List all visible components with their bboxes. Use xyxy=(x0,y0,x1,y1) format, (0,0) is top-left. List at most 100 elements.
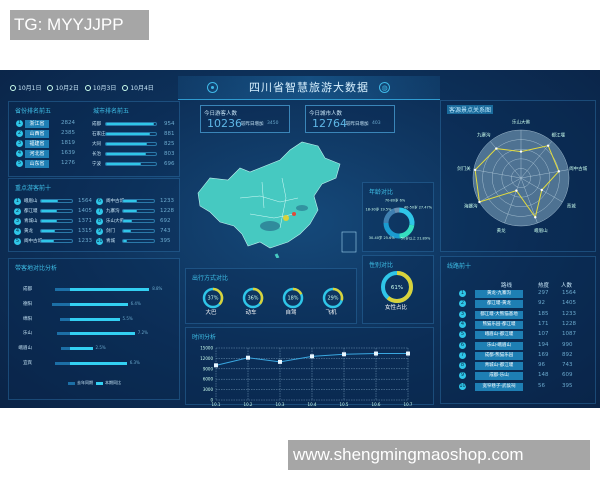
city-bar xyxy=(105,122,157,126)
spot-bar xyxy=(122,199,155,203)
target-icon xyxy=(207,82,218,93)
radar-axis xyxy=(473,169,522,179)
watermark-bottom: www.shengmingmaoshop.com xyxy=(288,440,590,470)
radar-axis xyxy=(479,177,522,203)
city-rank-title: 城市排名前五 xyxy=(93,108,130,115)
route-count: 1228 xyxy=(562,320,576,327)
travel-mode-label: 自驾 xyxy=(285,310,297,316)
date-option[interactable]: 10月2日 xyxy=(47,83,79,92)
date-option[interactable]: 10月1日 xyxy=(10,83,41,92)
bar-category: 绵阳 xyxy=(23,316,32,322)
gauge-fill xyxy=(282,287,304,309)
radar-series xyxy=(474,145,560,219)
spot-bar xyxy=(40,219,73,223)
rank-badge: 3 xyxy=(16,140,23,147)
spot-value: 395 xyxy=(160,238,171,244)
route-name[interactable]: 宽窄巷子-武侯祠 xyxy=(475,382,523,391)
spot-value: 1233 xyxy=(78,238,92,244)
age-slice xyxy=(393,207,400,214)
route-name[interactable]: 成都-乐山 xyxy=(475,372,523,381)
province-value: 2824 xyxy=(61,120,75,126)
province-value: 2385 xyxy=(61,130,75,136)
radar-panel: 客源景点关系图 乐山大佛 都江堰 阆中古城 青城 峨眉山 黄龙 海螺沟 剑门关 九寨沟 xyxy=(440,100,596,252)
route-name[interactable]: 成都-熊猫乐园 xyxy=(475,351,523,360)
rank-badge: 1 xyxy=(16,120,23,127)
route-name[interactable]: 青城山-都江堰 xyxy=(475,362,523,371)
spot-value: 1371 xyxy=(78,218,92,224)
rank-badge: 5 xyxy=(16,160,23,167)
route-heat: 194 xyxy=(538,341,549,348)
y-tick-label: 12000 xyxy=(200,356,213,361)
bar-prev xyxy=(52,302,70,306)
gender-panel: 性别对比 xyxy=(362,255,434,324)
route-count: 1564 xyxy=(562,290,576,296)
route-name[interactable]: 黄龙-九寨沟 xyxy=(475,290,523,298)
gender-gauge: 61% xyxy=(381,271,413,303)
bar-category: 德阳 xyxy=(23,301,32,307)
route-name[interactable]: 都江堰-大熊猫基地 xyxy=(475,310,523,319)
bar-category: 成都 xyxy=(23,287,32,292)
route-header: 人数 xyxy=(561,283,573,289)
route-count: 990 xyxy=(562,341,573,348)
travel-mode-panel: 出行方式对比 xyxy=(185,268,357,324)
date-selector: 10月1日 10月2日 10月3日 10月4日 xyxy=(10,83,154,92)
rank-badge: 1 xyxy=(459,290,466,297)
data-point xyxy=(310,354,314,359)
route-name[interactable]: 都江堰-黄龙 xyxy=(475,300,523,309)
radar-point xyxy=(473,168,477,172)
radar-axis-label: 乐山大佛 xyxy=(512,119,530,126)
bar-prev xyxy=(57,332,70,336)
route-name[interactable]: 熊猫乐园-都江堰 xyxy=(475,320,523,329)
province-name[interactable]: 河北省 xyxy=(25,150,49,158)
date-option[interactable]: 10月3日 xyxy=(84,83,116,92)
x-tick-label: 10.3 xyxy=(276,402,285,406)
spot-name: 青城山 xyxy=(24,219,38,224)
route-name[interactable]: 峨眉山-都江堰 xyxy=(475,331,523,340)
gauge-value: 37% xyxy=(207,296,218,302)
rank-badge: 10 xyxy=(459,382,466,390)
radar-point xyxy=(534,216,537,219)
date-option[interactable]: 10月4日 xyxy=(122,83,154,92)
watermark-top: TG: MYYJJPP xyxy=(10,10,149,40)
province-name[interactable]: 浙江省 xyxy=(25,120,49,128)
spot-bar xyxy=(40,209,73,213)
spot-value: 1564 xyxy=(78,198,92,204)
bar-current xyxy=(70,332,135,336)
gender-title: 性别对比 xyxy=(369,262,394,269)
rank-badge: 6 xyxy=(459,341,466,349)
province-name[interactable]: 山东省 xyxy=(25,160,49,168)
spot-bar xyxy=(122,229,155,233)
route-name[interactable]: 乐山-峨眉山 xyxy=(475,341,523,350)
spot-name: 青城 xyxy=(106,239,115,244)
city-value: 696 xyxy=(164,161,175,167)
china-map[interactable] xyxy=(190,138,360,258)
bar-value-label: 5.5% xyxy=(122,315,133,321)
route-count: 395 xyxy=(562,382,573,389)
gauge-value: 61% xyxy=(391,285,403,291)
spot-bar-fill xyxy=(41,230,55,232)
y-tick-label: 6000 xyxy=(203,377,214,382)
rank-badge: 2 xyxy=(459,300,466,308)
age-donut-chart: 40-50岁 27.47% 50岁以上 21.89% 30-40岁 25.6% 18-… xyxy=(366,197,433,240)
spot-value: 1233 xyxy=(160,198,174,204)
bar-current xyxy=(70,347,93,351)
route-heat: 185 xyxy=(538,310,549,317)
province-name[interactable]: 福建省 xyxy=(25,140,49,148)
province-name[interactable]: 山西省 xyxy=(25,130,49,138)
radar-axis-label: 黄龙 xyxy=(497,227,506,234)
rank-badge: 8 xyxy=(459,362,466,370)
spots-title: 重点游客前十 xyxy=(15,185,52,192)
bar-category: 峨眉山 xyxy=(18,346,33,352)
spot-bar xyxy=(122,239,155,243)
stat-delta-label: 较昨日增加 xyxy=(346,122,369,127)
rank-badge: 4 xyxy=(16,150,23,157)
x-tick-label: 10.5 xyxy=(340,402,349,406)
routes-title: 线路前十 xyxy=(447,263,472,270)
rank-badge: 9 xyxy=(459,372,466,380)
radar-axis xyxy=(489,141,522,179)
header-bar: 四川省智慧旅游大数据 ◍ xyxy=(178,76,440,100)
radio-icon xyxy=(122,84,129,91)
bar-current xyxy=(70,288,150,291)
legend-swatch xyxy=(68,382,75,385)
bar-value-label: 7.2% xyxy=(137,330,148,336)
